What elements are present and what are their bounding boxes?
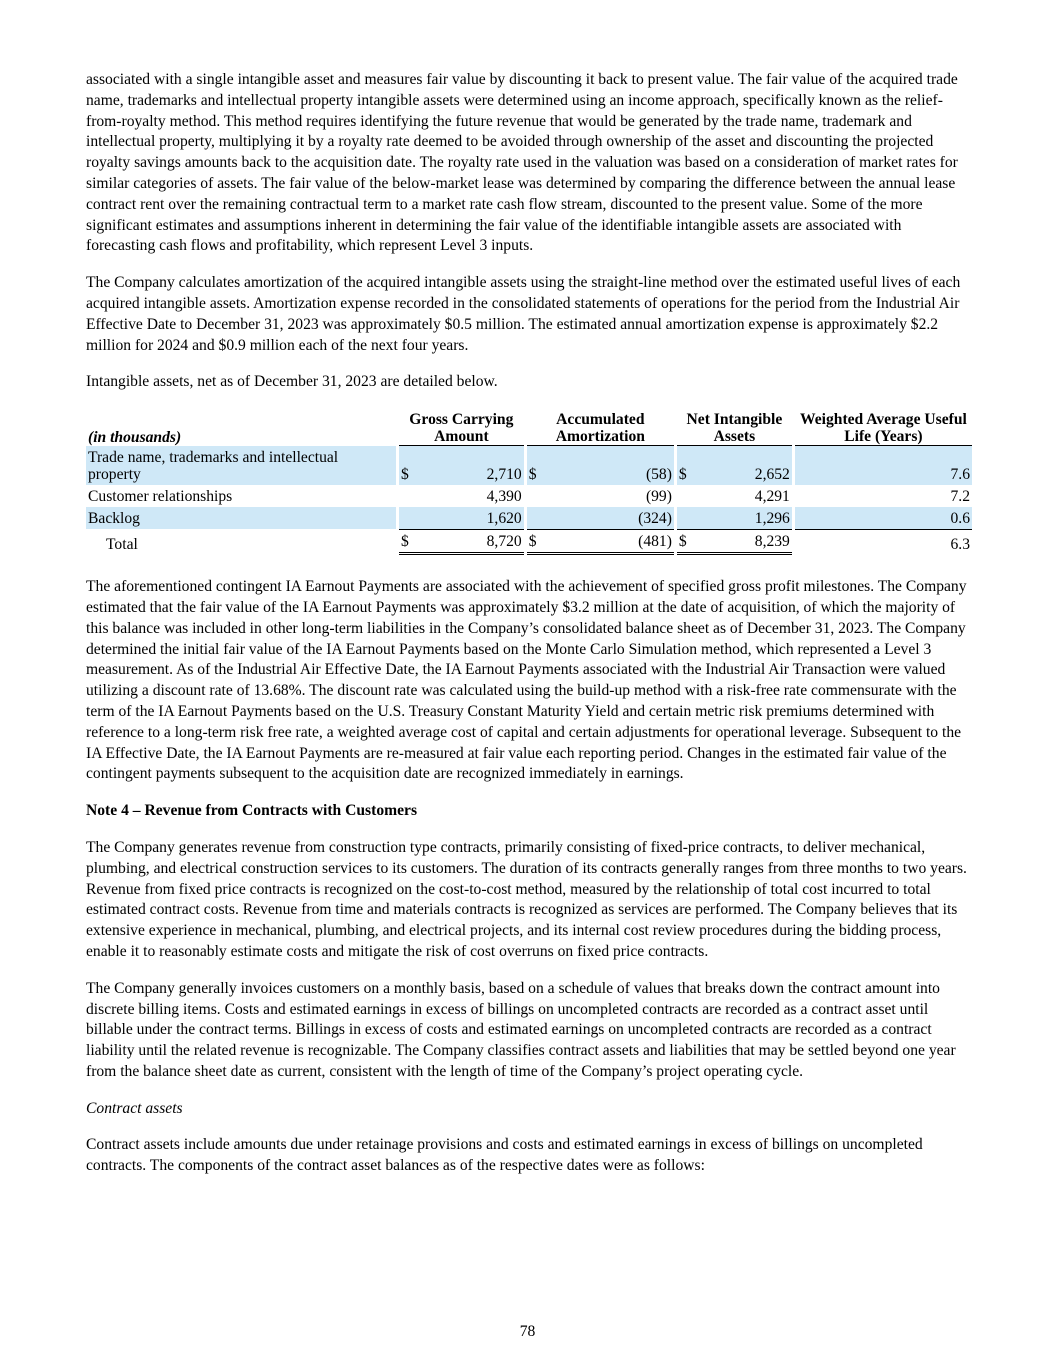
column-header: Net Intangible Assets (676, 411, 792, 447)
paragraph: The Company calculates amortization of t… (86, 274, 961, 354)
cell: 1,296 (679, 510, 790, 527)
row-label: Total (106, 536, 138, 554)
currency-sign: $ (678, 533, 687, 551)
amount-cell: 1,620 (399, 507, 524, 530)
subheading: Contract assets (86, 1099, 183, 1117)
paragraph: Contract assets include amounts due unde… (86, 1136, 923, 1175)
amount-cell: (99) (527, 485, 674, 507)
amount: 8,720 (486, 533, 522, 551)
column-header: (in thousands) (88, 429, 182, 447)
amount-cell: 4,390 (399, 485, 524, 507)
amount: (58) (645, 466, 672, 484)
intangible-assets-table: (in thousands) Gross Carrying Amount Accum… (83, 411, 975, 556)
amount-cell: $ (58) (526, 446, 674, 486)
amount: 4,291 (754, 488, 790, 506)
row-label: Backlog (86, 507, 396, 530)
cell: $8,239 (679, 533, 790, 550)
currency-sign: $ (678, 466, 687, 484)
amount-cell: 1,296 (676, 507, 792, 530)
cell: (324) (529, 510, 672, 527)
amount: (481) (638, 533, 672, 551)
amount: 1,620 (486, 510, 522, 528)
amount: 8,239 (754, 533, 790, 551)
row-label: Customer relationships (88, 488, 233, 506)
currency-sign: $ (401, 533, 409, 551)
currency-sign: $ (528, 466, 537, 484)
column-header: Weighted Average Useful Life (Years) (794, 411, 972, 447)
cell: $2,710 (401, 466, 522, 483)
header-row: (in thousands) Gross Carrying Amount Accum… (86, 411, 972, 447)
useful-life: 6.3 (794, 529, 972, 555)
paragraph: The aforementioned contingent IA Earnout… (86, 578, 967, 783)
row-label: Trade name, trademarks and intellectual … (86, 446, 396, 486)
cell: $2,652 (679, 466, 790, 483)
content: associated with a single intangible asse… (86, 70, 972, 1193)
cell: (99) (529, 488, 672, 505)
cell: $ (58) (529, 466, 672, 483)
amount-cell: $2,710 (399, 446, 524, 486)
amount: 2,710 (486, 466, 522, 484)
useful-life: 0.6 (794, 507, 972, 530)
column-header: Gross Carrying Amount (399, 411, 524, 447)
cell: 1,620 (401, 510, 522, 527)
paragraph: Intangible assets, net as of December 31… (86, 373, 498, 391)
amount: 1,296 (754, 510, 790, 528)
currency-sign: $ (528, 533, 537, 551)
paragraph: The Company generally invoices customers… (86, 979, 956, 1080)
useful-life: 7.2 (950, 488, 971, 506)
column-header: Accumulated Amortization (526, 411, 674, 447)
amount: (324) (638, 510, 672, 528)
amount-cell: (324) (526, 507, 674, 530)
amount-cell: $ (481) (526, 529, 674, 556)
cell: 4,291 (679, 488, 790, 505)
cell: $8,720 (401, 533, 522, 550)
amount: 2,652 (754, 466, 790, 484)
amount-cell: $2,652 (676, 446, 792, 486)
section-heading: Note 4 – Revenue from Contracts with Cus… (86, 802, 418, 820)
amount-cell: $8,720 (399, 529, 524, 556)
amount-cell: 4,291 (677, 485, 792, 507)
paragraph: The Company generates revenue from const… (86, 838, 967, 960)
cell: $ (481) (529, 533, 672, 550)
table-row: Backlog 1,620 (324) 1,296 0.6 (86, 507, 972, 530)
amount: 4,390 (486, 488, 522, 506)
amount: (99) (645, 488, 672, 506)
amount-cell: $8,239 (676, 529, 792, 556)
page-number: 78 (519, 1323, 536, 1340)
table-row: Trade name, trademarks and intellectual … (86, 446, 972, 486)
cell: 4,390 (401, 488, 522, 505)
table-row: Customer relationships 4,390 (99) 4,291 7.2 (86, 485, 972, 507)
table-row: Total $8,720 $ (481) $8,239 6.3 (86, 529, 972, 556)
useful-life: 7.6 (794, 446, 972, 486)
currency-sign: $ (401, 466, 409, 484)
paragraph: associated with a single intangible asse… (86, 71, 958, 255)
